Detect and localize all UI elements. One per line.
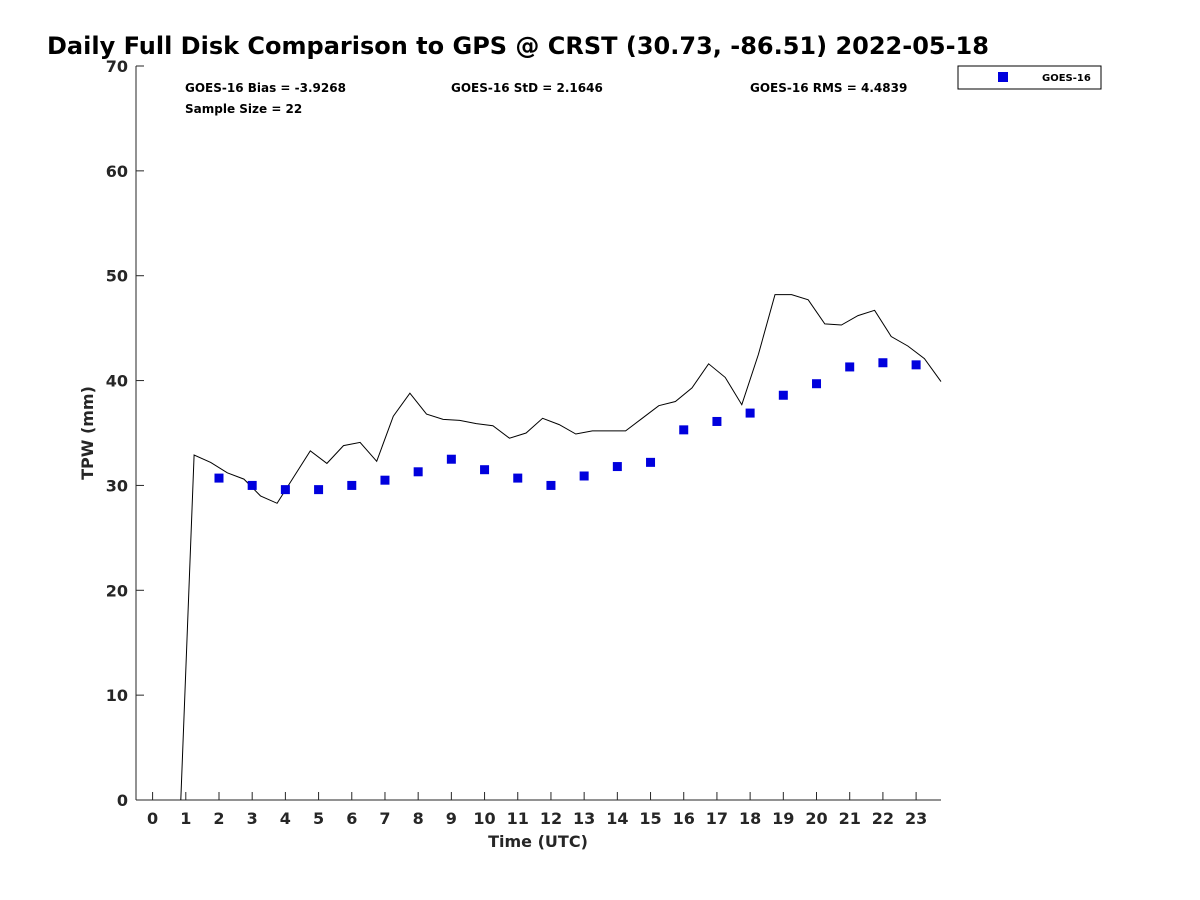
goes16-point	[513, 473, 523, 483]
y-tick-label: 50	[106, 267, 128, 286]
bias-stat: GOES-16 Bias = -3.9268	[185, 81, 346, 95]
x-tick-label: 16	[673, 809, 695, 828]
x-tick-label: 2	[213, 809, 224, 828]
rms-stat: GOES-16 RMS = 4.4839	[750, 81, 907, 95]
x-tick-label: 19	[772, 809, 794, 828]
x-tick-label: 4	[280, 809, 291, 828]
goes16-point	[679, 425, 689, 435]
x-tick-label: 6	[346, 809, 357, 828]
plot-area: 0 1 2 3 4 5 6 7 8 9 10 11 12 13 14 15 16 17 18 19 20 21 22 23 0…	[106, 57, 942, 828]
std-stat: GOES-16 StD = 2.1646	[451, 81, 603, 95]
x-tick-label: 21	[839, 809, 861, 828]
goes16-point	[845, 362, 855, 372]
goes16-point	[247, 480, 257, 490]
goes16-point	[911, 360, 921, 370]
goes16-point	[380, 475, 390, 485]
y-tick-label: 60	[106, 162, 128, 181]
goes16-point	[778, 390, 788, 400]
y-tick-label: 70	[106, 57, 128, 76]
x-tick-label: 10	[473, 809, 495, 828]
legend-label: GOES-16	[1042, 73, 1091, 84]
goes16-point	[214, 473, 224, 483]
y-axis-label: TPW (mm)	[78, 386, 97, 480]
goes16-point	[446, 454, 456, 464]
y-tick-label: 0	[117, 791, 128, 810]
goes16-point	[413, 467, 423, 477]
x-tick-label: 8	[413, 809, 424, 828]
x-tick-label: 15	[639, 809, 661, 828]
x-axis-label: Time (UTC)	[488, 832, 588, 851]
x-axis-ticks: 0 1 2 3 4 5 6 7 8 9 10 11 12 13 14 15 16 17 18 19 20 21 22 23	[147, 792, 927, 828]
goes16-point	[646, 457, 656, 467]
goes16-point	[712, 416, 722, 426]
x-tick-label: 23	[905, 809, 927, 828]
goes16-point	[878, 358, 888, 368]
x-tick-label: 11	[507, 809, 529, 828]
goes16-point	[480, 465, 490, 475]
legend-box	[957, 65, 1102, 90]
goes16-point	[579, 471, 589, 481]
goes16-point	[314, 485, 324, 495]
series-layer	[180, 294, 942, 801]
x-tick-label: 12	[540, 809, 562, 828]
x-tick-label: 0	[147, 809, 158, 828]
gps-series-line	[180, 294, 942, 801]
y-tick-label: 30	[106, 476, 128, 495]
sample-size-stat: Sample Size = 22	[185, 102, 302, 116]
legend: GOES-16	[957, 65, 1102, 90]
goes16-point	[812, 379, 822, 389]
y-tick-label: 10	[106, 686, 128, 705]
y-axis-ticks: 0 10 20 30 40 50 60 70	[106, 57, 144, 810]
x-tick-label: 14	[606, 809, 628, 828]
chart-title: Daily Full Disk Comparison to GPS @ CRST…	[47, 32, 989, 60]
x-tick-label: 9	[446, 809, 457, 828]
x-tick-label: 1	[180, 809, 191, 828]
y-tick-label: 20	[106, 581, 128, 600]
x-tick-label: 5	[313, 809, 324, 828]
x-tick-label: 13	[573, 809, 595, 828]
y-tick-label: 40	[106, 372, 128, 391]
x-tick-label: 20	[805, 809, 827, 828]
goes16-point	[612, 462, 622, 472]
x-tick-label: 22	[872, 809, 894, 828]
goes16-point	[546, 480, 556, 490]
goes16-point	[280, 485, 290, 495]
x-tick-label: 18	[739, 809, 761, 828]
x-tick-label: 3	[247, 809, 258, 828]
goes16-point	[745, 408, 755, 418]
x-tick-label: 7	[379, 809, 390, 828]
goes16-point	[347, 480, 357, 490]
x-tick-label: 17	[706, 809, 728, 828]
legend-marker	[998, 72, 1008, 82]
